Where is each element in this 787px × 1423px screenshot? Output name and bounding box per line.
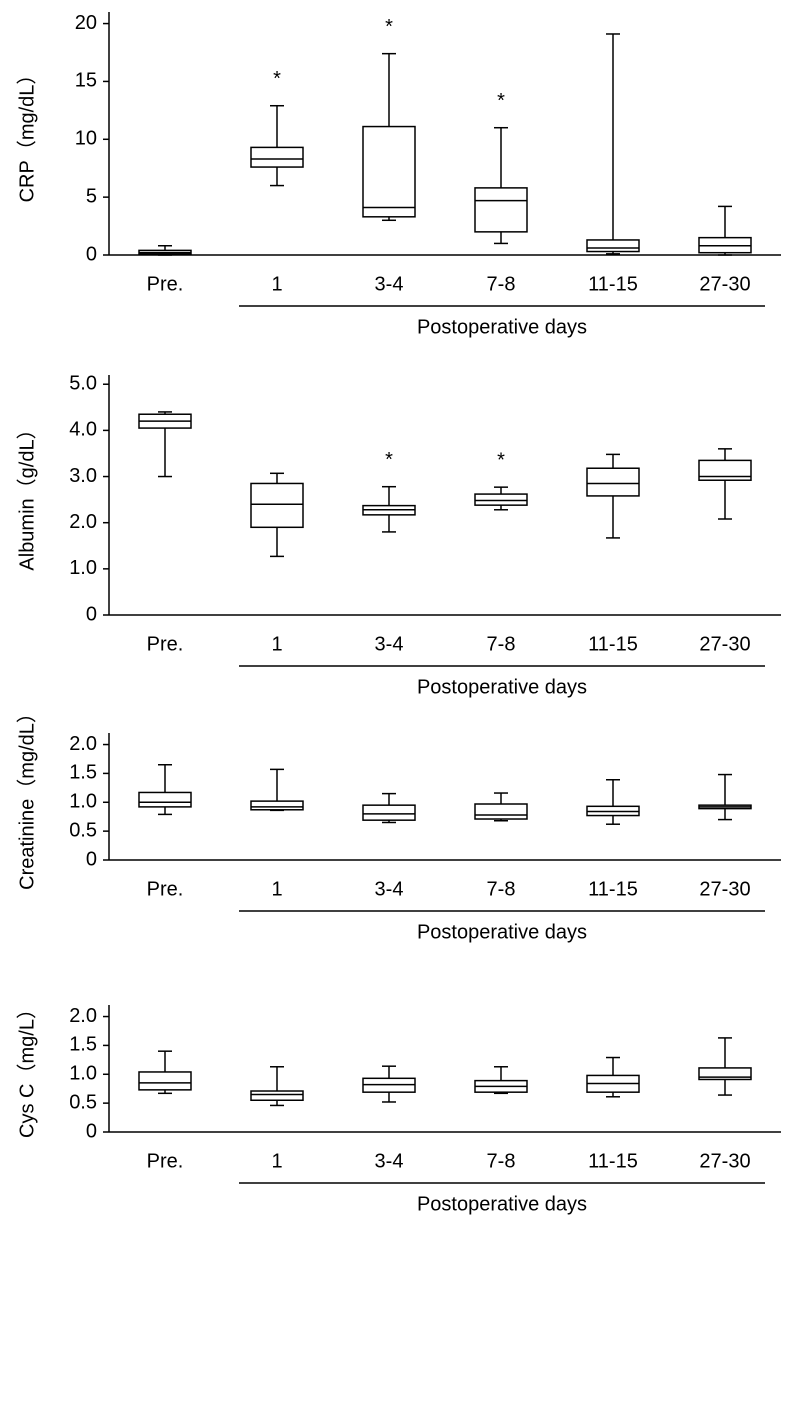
y-tick-label: 10 [75, 128, 97, 150]
x-tick-label: 3-4 [375, 1150, 404, 1172]
x-tick-label: 1 [271, 273, 282, 295]
x-tick-label: 11-15 [588, 633, 638, 655]
x-tick-label: Pre. [147, 273, 184, 295]
x-tick-label: 3-4 [375, 273, 404, 295]
y-tick-label: 1.0 [69, 791, 97, 813]
box [586, 467, 640, 497]
box [138, 1071, 192, 1091]
x-tick-label: 11-15 [588, 273, 638, 295]
x-tick-label: 7-8 [487, 633, 516, 655]
y-tick-label: 1.0 [69, 1063, 97, 1085]
y-tick-label: 0 [86, 848, 97, 870]
y-tick-label: 2.0 [69, 511, 97, 533]
box [362, 804, 416, 821]
x-tick-label: 7-8 [487, 273, 516, 295]
box [474, 803, 528, 820]
x-tick-label: 11-15 [588, 878, 638, 900]
box [138, 791, 192, 808]
x-tick-label: 27-30 [699, 1150, 750, 1172]
y-tick-label: 2.0 [69, 1005, 97, 1027]
x-tick-label: 7-8 [487, 1150, 516, 1172]
x-tick-label: 27-30 [699, 273, 750, 295]
y-tick-label: 1.5 [69, 762, 97, 784]
x-tick-label: 3-4 [375, 633, 404, 655]
y-axis-label: Creatinine（mg/dL） [15, 703, 38, 890]
significance-marker: * [273, 68, 281, 90]
y-tick-label: 2.0 [69, 733, 97, 755]
y-tick-label: 20 [75, 12, 97, 34]
x-tick-label: 27-30 [699, 633, 750, 655]
x-tick-label: Pre. [147, 633, 184, 655]
box [250, 482, 304, 529]
y-axis-label: Albumin（g/dL） [15, 419, 38, 570]
y-axis-label: CRP（mg/dL） [15, 65, 38, 203]
group-label: Postoperative days [417, 316, 587, 338]
box [698, 459, 752, 481]
y-tick-label: 4.0 [69, 419, 97, 441]
x-tick-label: 1 [271, 633, 282, 655]
group-label: Postoperative days [417, 1193, 587, 1215]
x-tick-label: 1 [271, 878, 282, 900]
box [250, 146, 304, 168]
significance-marker: * [385, 16, 393, 38]
significance-marker: * [385, 449, 393, 471]
y-axis-label: Cys C（mg/L） [15, 999, 38, 1138]
y-tick-label: 0 [86, 1120, 97, 1142]
box [586, 239, 640, 253]
x-tick-label: 3-4 [375, 878, 404, 900]
y-tick-label: 15 [75, 70, 97, 92]
x-tick-label: Pre. [147, 1150, 184, 1172]
x-tick-label: 27-30 [699, 878, 750, 900]
x-tick-label: 7-8 [487, 878, 516, 900]
y-tick-label: 0 [86, 603, 97, 625]
box [250, 1090, 304, 1102]
box [698, 1067, 752, 1081]
y-tick-label: 5.0 [69, 373, 97, 395]
y-tick-label: 5 [86, 185, 97, 207]
y-tick-label: 1.0 [69, 557, 97, 579]
group-label: Postoperative days [417, 676, 587, 698]
group-label: Postoperative days [417, 921, 587, 943]
significance-marker: * [497, 449, 505, 471]
y-tick-label: 1.5 [69, 1034, 97, 1056]
x-tick-label: 11-15 [588, 1150, 638, 1172]
x-tick-label: 1 [271, 1150, 282, 1172]
significance-marker: * [497, 90, 505, 112]
box [474, 187, 528, 233]
y-tick-label: 0 [86, 243, 97, 265]
y-tick-label: 0.5 [69, 1091, 97, 1113]
y-tick-label: 3.0 [69, 465, 97, 487]
box [362, 125, 416, 218]
x-tick-label: Pre. [147, 878, 184, 900]
box [474, 493, 528, 506]
y-tick-label: 0.5 [69, 819, 97, 841]
box [250, 800, 304, 811]
